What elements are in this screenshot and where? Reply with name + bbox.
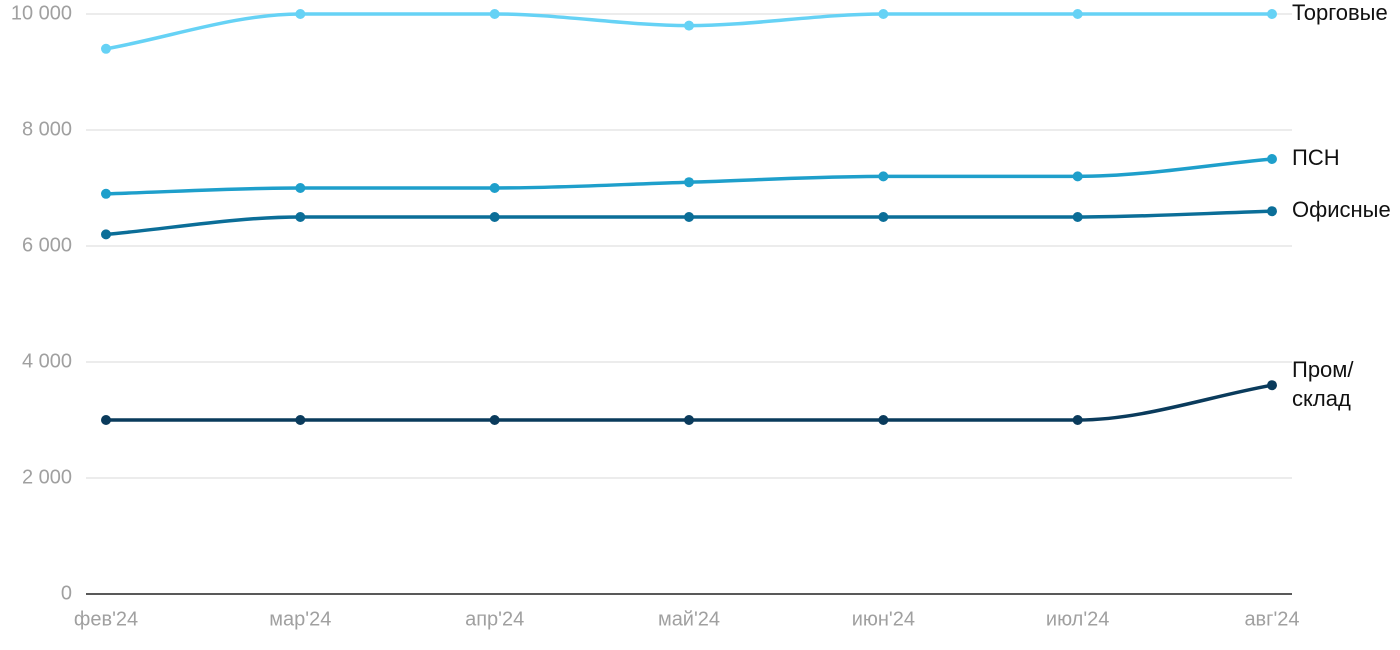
point — [1072, 171, 1083, 182]
point — [295, 183, 306, 193]
point — [1072, 9, 1083, 19]
legend-label-line: Пром/ — [1292, 357, 1354, 382]
point — [1267, 206, 1277, 217]
point — [101, 188, 111, 199]
point — [101, 229, 111, 240]
point — [295, 9, 306, 19]
x-tick-label: мар'24 — [269, 608, 331, 630]
point — [1267, 154, 1277, 164]
point — [878, 212, 889, 222]
y-tick-label: 6 000 — [22, 234, 72, 256]
point — [878, 415, 889, 425]
point — [489, 415, 500, 425]
legend-label: ПСН — [1292, 145, 1340, 170]
point — [101, 415, 111, 425]
series-line — [105, 157, 1273, 196]
x-tick-label: фев'24 — [74, 608, 138, 630]
x-tick-label: май'24 — [658, 608, 720, 630]
x-tick-label: авг'24 — [1244, 608, 1299, 630]
x-tick-label: июн'24 — [852, 608, 915, 630]
x-tick-label: июл'24 — [1046, 608, 1109, 630]
point — [1072, 415, 1083, 425]
point — [1267, 9, 1277, 19]
point — [489, 9, 500, 19]
point — [684, 415, 694, 425]
y-tick-label: 4 000 — [22, 350, 72, 372]
x-tick-label: апр'24 — [465, 608, 524, 630]
point — [684, 177, 694, 188]
legend-label: Офисные — [1292, 197, 1391, 222]
point — [878, 9, 889, 19]
point — [295, 212, 306, 222]
point — [101, 43, 111, 54]
series-line — [105, 12, 1272, 51]
point — [684, 212, 694, 222]
legend-label: Торговые — [1292, 0, 1388, 25]
point — [489, 212, 500, 222]
y-tick-label: 2 000 — [22, 466, 72, 488]
y-tick-label: 0 — [61, 582, 72, 604]
point — [684, 20, 694, 31]
point — [489, 183, 500, 193]
y-tick-label: 8 000 — [22, 118, 72, 140]
legend-label: Пром/склад — [1292, 357, 1354, 411]
point — [1072, 212, 1083, 222]
point — [1267, 380, 1277, 391]
point — [878, 171, 889, 182]
point — [295, 415, 306, 425]
series-line — [105, 383, 1273, 422]
y-tick-label: 10 000 — [11, 2, 72, 24]
legend-label-line: склад — [1292, 386, 1351, 411]
